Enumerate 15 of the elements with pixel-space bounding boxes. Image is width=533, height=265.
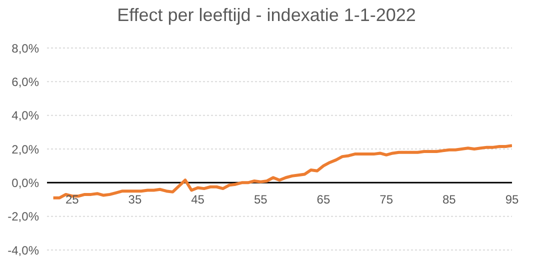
y-tick-label: 6,0% <box>12 74 40 89</box>
y-tick-label: 0,0% <box>12 176 40 190</box>
y-tick-label: 4,0% <box>12 108 40 123</box>
x-tick-label: 65 <box>316 192 330 207</box>
x-tick-label: 85 <box>442 192 456 207</box>
x-tick-label: 35 <box>128 192 142 207</box>
chart-title: Effect per leeftijd - indexatie 1-1-2022 <box>116 5 417 26</box>
y-tick-label: -2,0% <box>8 210 40 224</box>
x-tick-label: 55 <box>254 192 268 207</box>
y-tick-label: 2,0% <box>12 142 40 156</box>
y-tick-label: -4,0% <box>8 243 40 258</box>
x-tick-label: 95 <box>505 192 519 207</box>
x-tick-label: 45 <box>191 192 205 207</box>
y-tick-label: 8,0% <box>12 41 40 56</box>
x-tick-label: 75 <box>380 192 394 207</box>
